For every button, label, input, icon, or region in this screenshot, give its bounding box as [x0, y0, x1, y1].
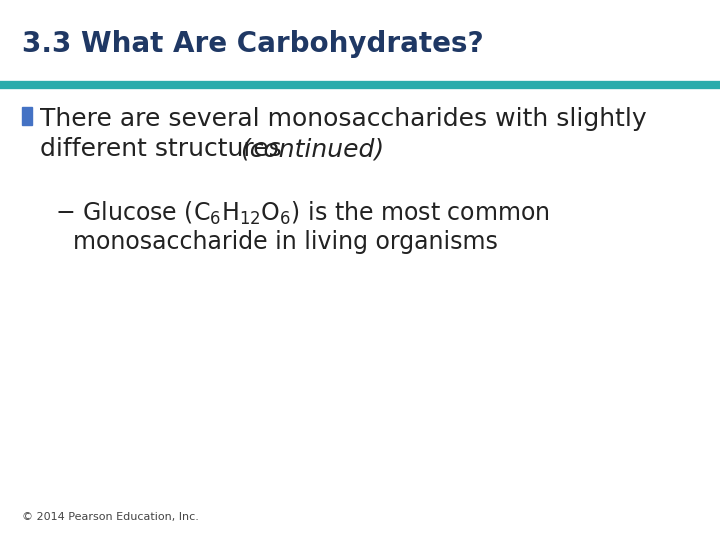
Text: monosaccharide in living organisms: monosaccharide in living organisms	[73, 230, 498, 254]
Text: $-$ Glucose (C$_6$H$_{12}$O$_6$) is the most common: $-$ Glucose (C$_6$H$_{12}$O$_6$) is the …	[55, 200, 550, 227]
Text: 3.3 What Are Carbohydrates?: 3.3 What Are Carbohydrates?	[22, 30, 484, 58]
Bar	[22, 107, 32, 125]
Text: © 2014 Pearson Education, Inc.: © 2014 Pearson Education, Inc.	[22, 512, 199, 522]
Text: different structures: different structures	[40, 137, 289, 161]
Text: There are several monosaccharides with slightly: There are several monosaccharides with s…	[40, 107, 647, 131]
Text: (continued): (continued)	[240, 137, 384, 161]
